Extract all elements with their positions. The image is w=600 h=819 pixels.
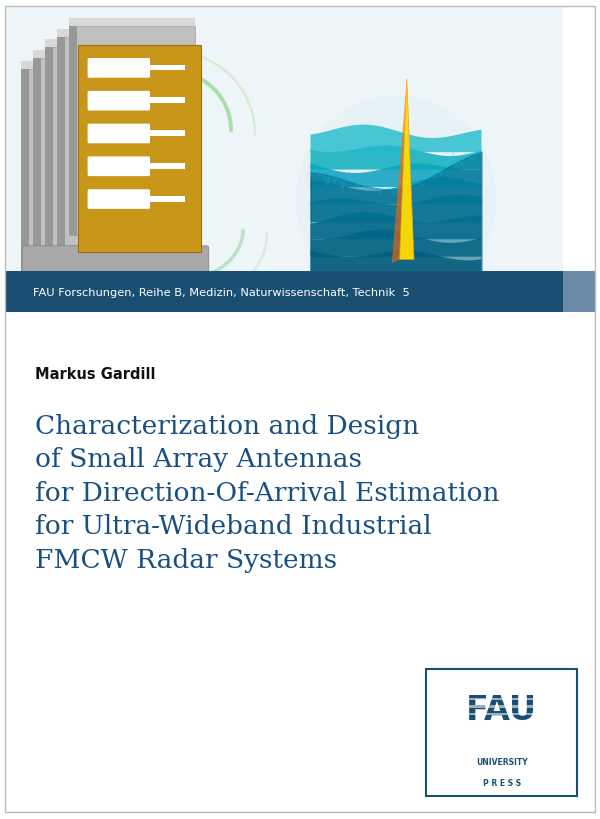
Bar (563, 272, 595, 313)
Bar (33, 284, 195, 296)
Bar (33, 59, 159, 268)
Bar (45, 40, 171, 48)
Bar (45, 48, 53, 257)
Bar (57, 29, 183, 38)
Polygon shape (311, 164, 482, 188)
Bar (57, 38, 65, 247)
Bar (33, 51, 159, 59)
Text: Markus Gardill: Markus Gardill (35, 366, 155, 381)
Bar (45, 48, 171, 257)
Polygon shape (311, 147, 482, 170)
Bar (21, 70, 147, 278)
Bar (430, 720, 574, 722)
Bar (69, 27, 77, 236)
Bar (149, 197, 185, 202)
Polygon shape (311, 125, 482, 153)
FancyBboxPatch shape (88, 190, 150, 210)
Bar (5, 7, 563, 298)
FancyBboxPatch shape (88, 157, 150, 177)
Bar (57, 38, 183, 247)
Bar (69, 27, 195, 236)
Polygon shape (311, 213, 482, 240)
Text: Characterization and Design
of Small Array Antennas
for Direction-Of-Arrival Est: Characterization and Design of Small Arr… (35, 414, 499, 572)
Bar (30, 287, 198, 298)
FancyBboxPatch shape (22, 247, 209, 291)
Text: FAU Forschungen, Reihe B, Medizin, Naturwissenschaft, Technik  5: FAU Forschungen, Reihe B, Medizin, Natur… (33, 287, 410, 297)
Polygon shape (392, 79, 407, 264)
Bar (149, 66, 185, 71)
FancyBboxPatch shape (88, 124, 150, 144)
Bar (149, 164, 185, 170)
Bar (430, 713, 574, 715)
FancyBboxPatch shape (88, 92, 150, 111)
Text: P R E S S: P R E S S (482, 777, 521, 786)
Polygon shape (311, 195, 482, 223)
Polygon shape (311, 251, 482, 275)
Bar (149, 98, 185, 104)
Text: FAU: FAU (466, 693, 537, 726)
Bar (430, 690, 574, 693)
Bar (5, 272, 563, 313)
Bar (33, 59, 41, 268)
Polygon shape (311, 179, 482, 205)
Bar (149, 131, 185, 137)
Text: UNIVERSITY: UNIVERSITY (476, 758, 527, 767)
Polygon shape (400, 79, 414, 260)
Bar (39, 279, 189, 291)
Bar (426, 669, 577, 796)
Bar (21, 61, 147, 70)
Bar (78, 46, 201, 252)
Bar (21, 70, 29, 278)
Bar (36, 282, 192, 293)
Bar (430, 705, 574, 708)
Bar (430, 698, 574, 700)
Ellipse shape (296, 97, 497, 305)
Bar (69, 19, 195, 27)
Polygon shape (311, 230, 482, 257)
FancyBboxPatch shape (88, 59, 150, 79)
